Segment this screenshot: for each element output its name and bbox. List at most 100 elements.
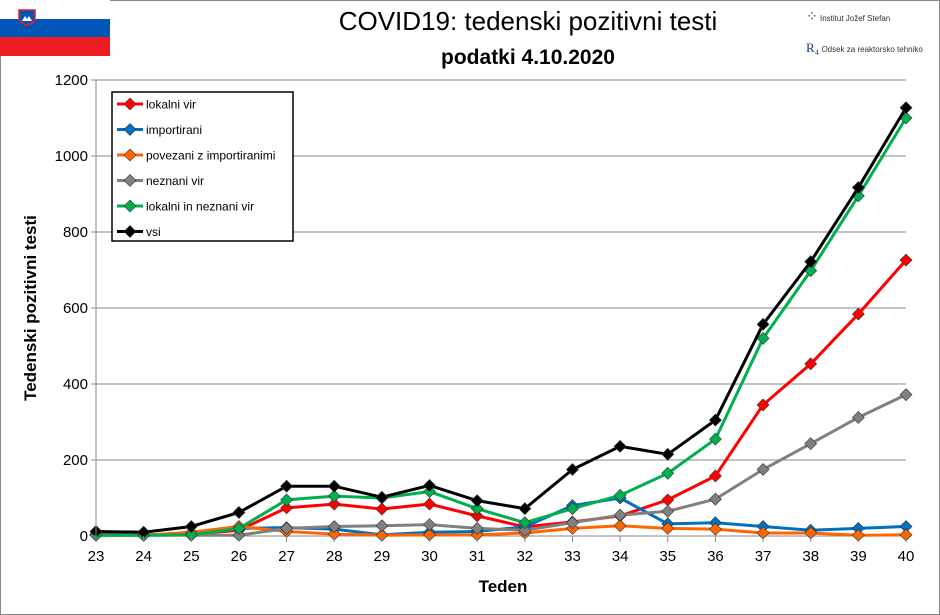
data-point <box>327 497 341 511</box>
x-tick-label: 27 <box>278 548 295 565</box>
legend-label: povezani z importiranimi <box>146 149 275 163</box>
r4-logo: R₄ Odsek za reaktorsko tehniko <box>806 40 923 56</box>
chart-title: COVID19: tedenski pozitivni testi <box>338 6 718 36</box>
x-tick-label: 23 <box>88 548 105 565</box>
x-tick-label: 36 <box>707 548 724 565</box>
series-line <box>95 106 908 534</box>
x-tick-label: 34 <box>612 548 629 565</box>
data-point <box>280 493 294 507</box>
data-point <box>566 463 579 476</box>
x-tick-label: 37 <box>755 548 772 565</box>
series-line <box>96 117 908 537</box>
data-point <box>756 463 770 476</box>
data-point <box>804 255 818 269</box>
data-point <box>899 388 913 402</box>
data-point <box>851 307 865 321</box>
data-point <box>708 413 722 427</box>
chart-subtitle: podatki 4.10.2020 <box>441 46 615 69</box>
data-point <box>566 502 579 516</box>
data-point <box>661 493 675 507</box>
data-point <box>708 522 722 536</box>
data-point <box>375 490 389 504</box>
r4-logo-text: Odsek za reaktorsko tehniko <box>821 45 923 54</box>
data-point <box>470 494 484 508</box>
legend-box <box>111 91 294 242</box>
x-tick-label: 30 <box>421 548 438 565</box>
y-tick-label: 600 <box>63 300 88 317</box>
x-tick-label: 40 <box>898 548 915 565</box>
x-tick-label: 29 <box>374 548 391 565</box>
legend-label: importirani <box>146 123 202 137</box>
data-point <box>327 479 341 493</box>
data-point <box>470 509 484 523</box>
data-point <box>184 520 198 533</box>
data-point <box>899 101 913 115</box>
data-point <box>566 516 579 530</box>
x-tick-label: 24 <box>135 548 152 565</box>
legend-label: vsi <box>146 225 161 239</box>
x-tick-label: 38 <box>802 548 819 565</box>
data-point <box>423 518 436 532</box>
data-point <box>613 519 627 533</box>
x-tick-label: 28 <box>326 548 343 565</box>
x-tick-label: 39 <box>850 548 867 565</box>
data-point <box>708 469 722 483</box>
x-tick-label: 26 <box>231 548 248 565</box>
data-point <box>708 432 722 446</box>
r4-icon: R₄ <box>806 40 820 55</box>
data-point <box>280 479 294 493</box>
series-line <box>95 259 908 537</box>
legend-label: lokalni in neznani vir <box>146 200 254 214</box>
series-line <box>96 393 907 537</box>
data-point <box>375 502 389 516</box>
ijs-logo: ⁘ Institut Jožef Stefan <box>806 8 890 25</box>
data-point <box>851 411 865 424</box>
x-tick-label: 31 <box>469 548 486 565</box>
y-tick-label: 200 <box>63 452 88 469</box>
data-point <box>661 466 675 480</box>
ijs-dots-icon: ⁘ <box>806 8 818 24</box>
data-point <box>470 521 484 535</box>
data-point <box>613 508 627 522</box>
y-tick-label: 400 <box>63 376 88 393</box>
legend-label: neznani vir <box>146 174 204 188</box>
data-point <box>280 501 294 515</box>
y-tick-label: 1200 <box>55 72 88 89</box>
y-axis-label: Tedenski pozitivni testi <box>21 215 40 401</box>
legend-marker <box>123 148 137 162</box>
data-point <box>708 492 722 506</box>
legend-marker <box>123 97 137 111</box>
data-point <box>423 497 436 511</box>
y-tick-label: 800 <box>63 224 88 241</box>
data-point <box>661 521 675 535</box>
data-point <box>280 521 294 535</box>
x-tick-label: 32 <box>516 548 533 565</box>
data-point <box>899 253 913 267</box>
data-point <box>375 519 389 533</box>
data-point <box>756 317 770 331</box>
x-tick-label: 35 <box>659 548 676 565</box>
y-tick-label: 1000 <box>55 148 88 165</box>
legend-marker <box>123 174 137 187</box>
data-point <box>423 479 436 492</box>
slovenia-flag <box>0 0 110 57</box>
data-point <box>232 521 246 535</box>
series-line <box>96 524 907 537</box>
x-tick-label: 25 <box>183 548 200 565</box>
data-point <box>756 398 770 412</box>
data-point <box>470 502 484 516</box>
data-point <box>518 516 532 530</box>
data-point <box>661 504 675 518</box>
y-tick-label: 0 <box>80 528 88 545</box>
data-point <box>851 181 865 194</box>
data-point <box>804 437 818 451</box>
data-point <box>232 506 246 519</box>
data-point <box>804 357 818 371</box>
data-point <box>756 331 770 345</box>
ijs-logo-text: Institut Jožef Stefan <box>819 14 891 23</box>
legend-marker <box>123 123 137 136</box>
data-point <box>327 489 341 503</box>
data-point <box>661 447 675 461</box>
x-tick-label: 33 <box>564 548 581 565</box>
